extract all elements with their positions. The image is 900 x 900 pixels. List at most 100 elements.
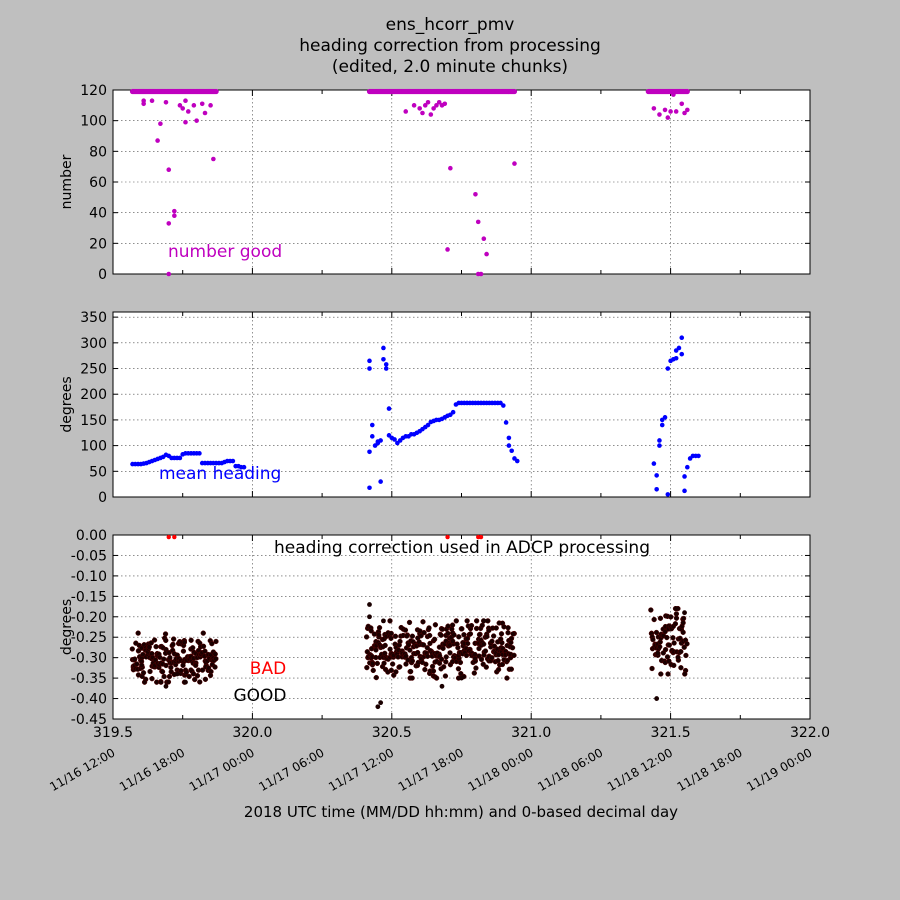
good-point [212,651,218,657]
y-tick-label: 50 [89,464,107,480]
data-point [659,422,665,428]
good-point [438,632,444,638]
good-point [199,667,206,673]
good-point [463,652,470,659]
good-point [489,655,495,661]
data-point [473,191,478,197]
good-point [373,647,379,653]
y-tick-label: 40 [89,206,107,222]
data-point [163,99,169,105]
good-point [374,660,380,667]
good-point [200,643,207,649]
data-point [155,138,160,143]
good-point [161,673,167,680]
good-point [402,627,409,633]
good-point [675,654,681,660]
data-point [657,112,662,117]
x-tick-label: 322.0 [790,725,830,741]
legend-good-label: GOOD [233,686,286,706]
figure-title-line-3: (edited, 2.0 minute chunks) [332,57,568,77]
good-point [665,671,671,677]
good-point [376,625,383,631]
good-point [508,635,515,642]
y-tick-label: -0.15 [71,589,107,605]
good-point [662,646,669,653]
y-tick-label: 80 [89,144,107,160]
data-point [428,112,434,117]
good-point [680,629,686,635]
plot-frame [112,311,811,498]
good-point [158,679,164,685]
bad-point [445,534,450,540]
data-point [657,443,662,448]
good-point [212,664,218,670]
data-point [679,101,685,107]
y-tick-label: -0.25 [71,630,107,646]
y-tick-label: 300 [80,336,107,352]
good-point [505,630,511,636]
good-point [406,619,413,626]
y-tick-label: -0.10 [71,569,107,585]
data-point [445,247,450,252]
good-point [671,640,677,646]
good-point [456,634,462,640]
data-point [657,438,662,443]
data-point [450,409,456,415]
good-point [183,669,190,675]
data-point [367,358,372,364]
data-point [191,103,197,108]
y-tick-label: 120 [80,83,107,99]
data-point [367,449,372,455]
good-point [457,659,464,666]
good-point [451,632,457,638]
good-point [658,671,664,677]
good-point [183,679,188,685]
date-tick-label: 11/17 06:00 [256,745,326,794]
good-point [389,661,396,667]
good-point [678,648,684,655]
date-tick-label: 11/17 00:00 [187,745,257,794]
good-point [168,664,174,671]
good-point [445,630,451,637]
good-point [153,644,159,650]
data-point [378,479,383,484]
good-point [375,704,381,710]
good-point [407,647,413,653]
good-point [495,666,502,673]
data-point [662,415,668,420]
heading-correction-panel: 0.00 -0.05 -0.10 -0.15 -0.20 -0.25 -0.30 -0.35 -… [47,528,830,794]
data-point [381,345,386,351]
data-point [369,422,375,428]
good-point [140,670,147,676]
data-point [679,351,685,357]
data-point [386,406,392,411]
data-point [149,98,155,104]
data-point [685,464,690,470]
good-point [180,648,187,654]
good-point [459,675,464,681]
good-point [650,636,656,643]
x-tick-label: 320.5 [372,725,412,741]
data-point [183,119,188,125]
x-tick-label: 321.0 [511,725,551,741]
data-point [208,103,213,108]
data-point [202,110,208,116]
good-point [499,661,506,668]
good-point [455,666,462,672]
good-point [378,700,384,706]
good-point [188,637,194,643]
good-point [194,673,201,679]
good-point [438,656,445,662]
good-point [405,642,412,648]
bad-point [166,534,171,540]
good-point [655,650,661,656]
good-point [163,683,169,689]
good-point [450,638,456,644]
good-point [373,674,379,681]
good-point [367,614,372,620]
good-point [511,652,517,658]
data-point [392,437,397,442]
good-point [423,661,429,667]
good-point [387,618,393,624]
data-point [682,110,687,116]
